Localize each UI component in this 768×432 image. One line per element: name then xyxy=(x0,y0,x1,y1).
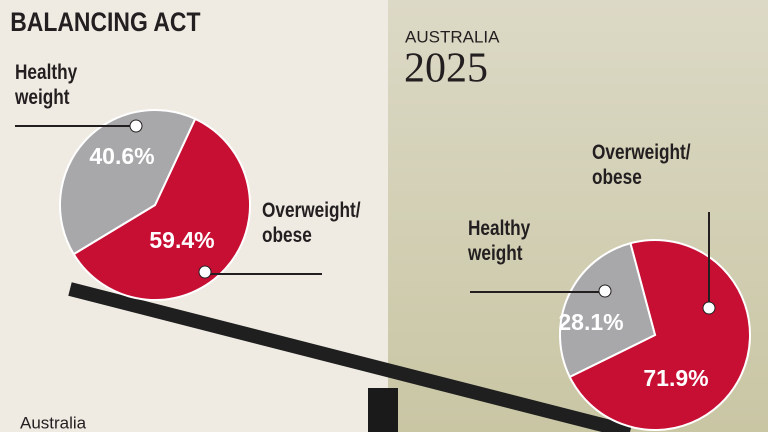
chart-title: 2025 xyxy=(404,46,488,92)
leader-dots xyxy=(129,119,716,315)
page-title: BALANCING ACT xyxy=(10,7,201,37)
leader-dot xyxy=(129,119,143,133)
fulcrum xyxy=(368,388,398,432)
pie-slice xyxy=(59,109,197,256)
pie-slice xyxy=(568,239,751,431)
leader-dot xyxy=(598,284,612,298)
leader-lines xyxy=(15,125,710,306)
category-label: Healthy weight xyxy=(15,61,78,109)
category-label: Overweight/ obese xyxy=(592,141,691,189)
pie-slice xyxy=(72,117,251,301)
pie-slice xyxy=(559,242,657,379)
leader-dot xyxy=(702,301,716,315)
leader-dot xyxy=(198,265,212,279)
value-label: 28.1% xyxy=(558,309,623,335)
chart-title: Australia xyxy=(20,413,87,432)
seesaw-beam xyxy=(68,282,632,432)
category-label: Overweight/ obese xyxy=(262,199,361,247)
value-label: 71.9% xyxy=(643,365,708,391)
value-label: 40.6% xyxy=(89,143,154,169)
chart-subtitle: AUSTRALIA xyxy=(405,27,500,46)
value-label: 59.4% xyxy=(149,227,214,253)
category-label: Healthy weight xyxy=(468,217,531,265)
